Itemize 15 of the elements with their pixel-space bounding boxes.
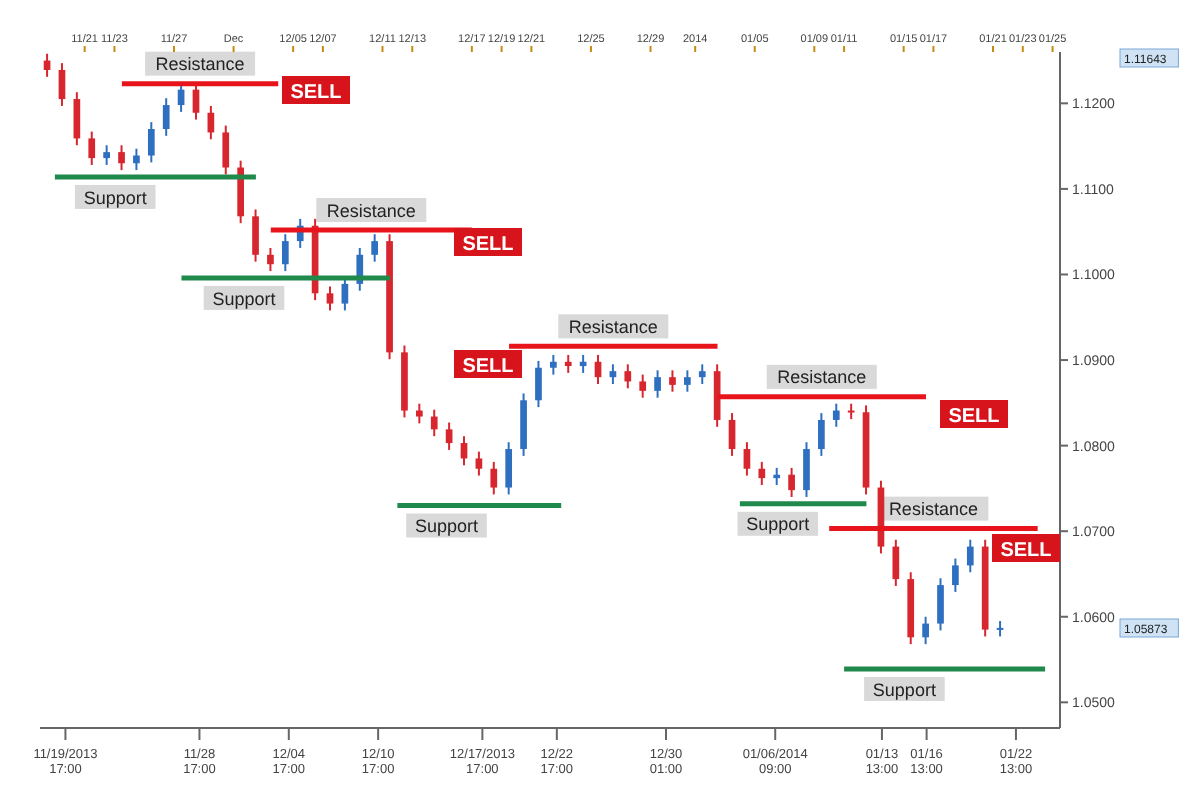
series-label: Resistance	[326, 200, 416, 221]
annotation: SELL	[948, 406, 1000, 428]
annotation: SELL	[290, 82, 342, 104]
series-label: Support	[414, 516, 480, 537]
series-label: Support	[872, 679, 937, 700]
series-label: Resistance	[155, 54, 245, 75]
annotation: SELL	[462, 234, 514, 256]
series-label: Resistance	[777, 367, 867, 388]
series-label: Support	[212, 288, 277, 309]
annotation: SELL	[462, 356, 514, 378]
annotation: SELL	[1000, 540, 1052, 562]
series-label: Resistance	[568, 316, 658, 337]
series-label: Support	[83, 187, 148, 208]
series-label: Resistance	[888, 499, 978, 520]
series-label: Support	[746, 514, 811, 535]
